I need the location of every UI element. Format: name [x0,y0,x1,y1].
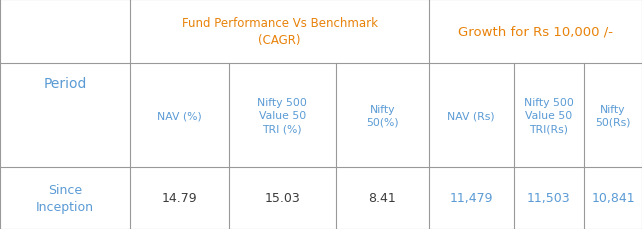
Text: Nifty 500
Value 50
TRI(Rs): Nifty 500 Value 50 TRI(Rs) [524,98,574,134]
Text: 15.03: 15.03 [265,192,300,204]
Text: Nifty
50(%): Nifty 50(%) [366,104,399,127]
Text: Nifty
50(Rs): Nifty 50(Rs) [595,104,631,127]
Text: Period: Period [44,77,87,90]
Text: 11,479: 11,479 [449,192,493,204]
Text: Nifty 500
Value 50
TRI (%): Nifty 500 Value 50 TRI (%) [257,98,307,134]
Text: NAV (%): NAV (%) [157,111,202,121]
Text: 8.41: 8.41 [369,192,396,204]
Text: NAV (Rs): NAV (Rs) [447,111,495,121]
Text: 11,503: 11,503 [527,192,571,204]
Text: 14.79: 14.79 [162,192,197,204]
Text: Since
Inception: Since Inception [36,183,94,213]
Text: Growth for Rs 10,000 /-: Growth for Rs 10,000 /- [458,26,613,38]
Text: Fund Performance Vs Benchmark
(CAGR): Fund Performance Vs Benchmark (CAGR) [182,17,377,47]
Text: 10,841: 10,841 [591,192,635,204]
